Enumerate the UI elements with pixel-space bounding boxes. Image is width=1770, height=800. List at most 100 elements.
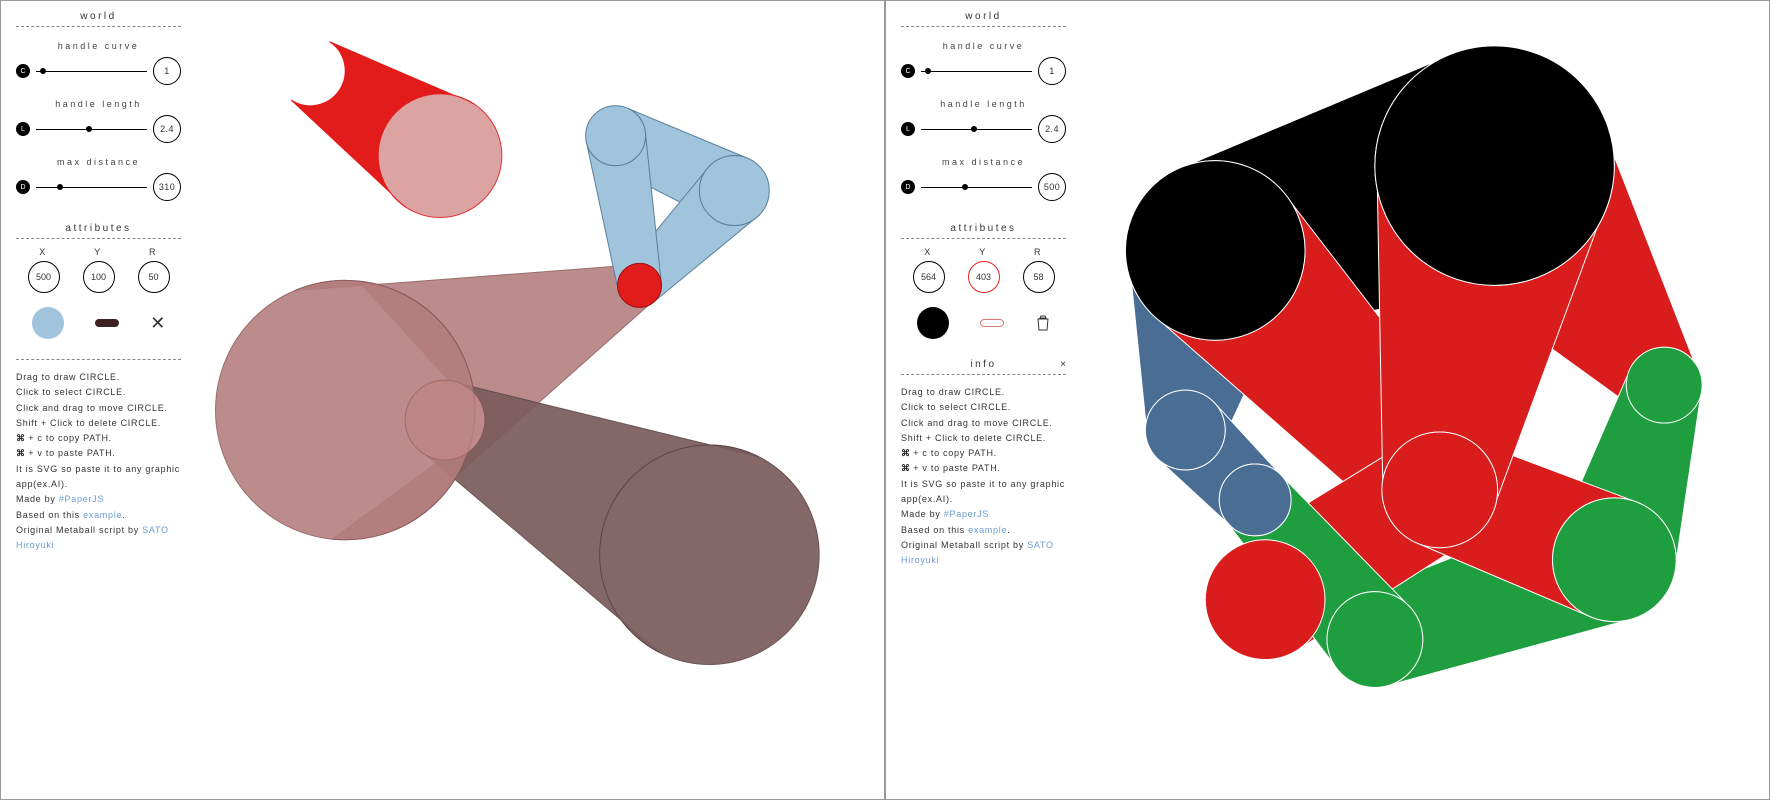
metaball-circle[interactable] (1125, 161, 1305, 341)
info-line: Click and drag to move CIRCLE. (16, 401, 181, 416)
color-swatch[interactable] (32, 307, 64, 339)
slider-track[interactable] (921, 129, 1032, 130)
sato-link[interactable]: SATO Hiroyuki (901, 540, 1054, 565)
slider-value-bubble[interactable]: 2.4 (153, 115, 181, 143)
slider-label: handle length (901, 99, 1066, 109)
info-body: Drag to draw CIRCLE.Click to select CIRC… (901, 385, 1066, 569)
slider-key-icon: C (16, 64, 30, 78)
slider-value-bubble[interactable]: 500 (1038, 173, 1066, 201)
slider-key-icon: L (16, 122, 30, 136)
app-pane: world handle curve C 1 handle length L 2… (0, 0, 885, 800)
slider-thumb[interactable] (971, 126, 977, 132)
trash-icon[interactable] (1036, 315, 1050, 331)
info-line: Click and drag to move CIRCLE. (901, 416, 1066, 431)
slider-thumb[interactable] (57, 184, 63, 190)
slider-label: max distance (16, 157, 181, 167)
attributes-title: attributes (16, 223, 181, 238)
slider-label: handle curve (901, 41, 1066, 51)
stroke-swatch[interactable] (980, 319, 1004, 327)
info-section: Drag to draw CIRCLE.Click to select CIRC… (16, 359, 181, 554)
slider-thumb[interactable] (962, 184, 968, 190)
attr-input-X[interactable]: 500 (28, 261, 60, 293)
metaball-circle[interactable] (1145, 390, 1225, 470)
info-line: Made by #PaperJS (901, 507, 1066, 522)
slider-value-bubble[interactable]: 1 (1038, 57, 1066, 85)
slider-C: handle curve C 1 (16, 41, 181, 85)
metaball-circle[interactable] (600, 445, 819, 664)
example-link[interactable]: example (968, 525, 1007, 535)
slider-value-bubble[interactable]: 310 (153, 173, 181, 201)
info-line: Click to select CIRCLE. (901, 400, 1066, 415)
slider-track[interactable] (36, 187, 147, 188)
attr-label-Y: Y (94, 247, 103, 257)
slider-track[interactable] (36, 71, 147, 72)
metaball-circle[interactable] (1219, 464, 1291, 536)
slider-label: max distance (901, 157, 1066, 167)
slider-key-icon: C (901, 64, 915, 78)
metaball-circle[interactable] (1375, 46, 1614, 285)
info-line: Shift + Click to delete CIRCLE. (901, 431, 1066, 446)
attr-input-Y[interactable]: 403 (968, 261, 1000, 293)
info-line: It is SVG so paste it to any graphic app… (901, 477, 1066, 508)
paperjs-link[interactable]: #PaperJS (59, 494, 104, 504)
metaball-circle[interactable] (378, 94, 502, 218)
metaball-circle[interactable] (1626, 347, 1702, 423)
info-line: Based on this example. (16, 508, 181, 523)
slider-C: handle curve C 1 (901, 41, 1066, 85)
attr-input-R[interactable]: 50 (138, 261, 170, 293)
slider-value-bubble[interactable]: 2.4 (1038, 115, 1066, 143)
slider-thumb[interactable] (86, 126, 92, 132)
info-line: ⌘ + c to copy PATH. (16, 431, 181, 446)
close-icon[interactable]: ✕ (150, 313, 165, 334)
world-title: world (901, 11, 1066, 26)
slider-L: handle length L 2.4 (901, 99, 1066, 143)
metaball-circle[interactable] (586, 106, 646, 166)
info-line: Based on this example. (901, 523, 1066, 538)
slider-track[interactable] (921, 187, 1032, 188)
info-line: Click to select CIRCLE. (16, 385, 181, 400)
color-swatch[interactable] (917, 307, 949, 339)
info-line: It is SVG so paste it to any graphic app… (16, 462, 181, 493)
info-line: Original Metaball script by SATO Hiroyuk… (16, 523, 181, 554)
info-line: ⌘ + v to paste PATH. (16, 446, 181, 461)
slider-thumb[interactable] (925, 68, 931, 74)
info-line: Shift + Click to delete CIRCLE. (16, 416, 181, 431)
attr-label-R: R (1034, 247, 1043, 257)
slider-track[interactable] (921, 71, 1032, 72)
info-line: Original Metaball script by SATO Hiroyuk… (901, 538, 1066, 569)
world-title: world (16, 11, 181, 26)
info-line: Drag to draw CIRCLE. (901, 385, 1066, 400)
attr-input-Y[interactable]: 100 (83, 261, 115, 293)
info-close-icon[interactable]: × (1060, 359, 1066, 370)
slider-label: handle length (16, 99, 181, 109)
attributes-title: attributes (901, 223, 1066, 238)
paperjs-link[interactable]: #PaperJS (944, 509, 989, 519)
metaball-circle[interactable] (1327, 592, 1423, 688)
metaball-circle[interactable] (699, 156, 769, 226)
slider-D: max distance D 310 (16, 157, 181, 201)
metaball-circle[interactable] (1382, 432, 1498, 548)
stroke-swatch[interactable] (95, 319, 119, 327)
slider-L: handle length L 2.4 (16, 99, 181, 143)
slider-label: handle curve (16, 41, 181, 51)
info-title: info (970, 359, 996, 370)
attr-input-X[interactable]: 564 (913, 261, 945, 293)
metaball-circle[interactable] (1552, 498, 1676, 622)
attr-label-Y: Y (979, 247, 988, 257)
info-line: ⌘ + v to paste PATH. (901, 461, 1066, 476)
sato-link[interactable]: SATO Hiroyuki (16, 525, 169, 550)
slider-thumb[interactable] (40, 68, 46, 74)
slider-track[interactable] (36, 129, 147, 130)
attr-input-R[interactable]: 58 (1023, 261, 1055, 293)
example-link[interactable]: example (83, 510, 122, 520)
app-pane: world handle curve C 1 handle length L 2… (885, 0, 1770, 800)
info-body: Drag to draw CIRCLE.Click to select CIRC… (16, 370, 181, 554)
slider-key-icon: D (16, 180, 30, 194)
attributes-section: attributes X 564 Y 403 R 58 (901, 223, 1066, 339)
metaball-circle[interactable] (618, 263, 662, 307)
attr-label-X: X (39, 247, 48, 257)
metaball-circle[interactable] (405, 380, 485, 460)
slider-value-bubble[interactable]: 1 (153, 57, 181, 85)
info-line: ⌘ + c to copy PATH. (901, 446, 1066, 461)
metaball-circle[interactable] (1205, 540, 1325, 660)
